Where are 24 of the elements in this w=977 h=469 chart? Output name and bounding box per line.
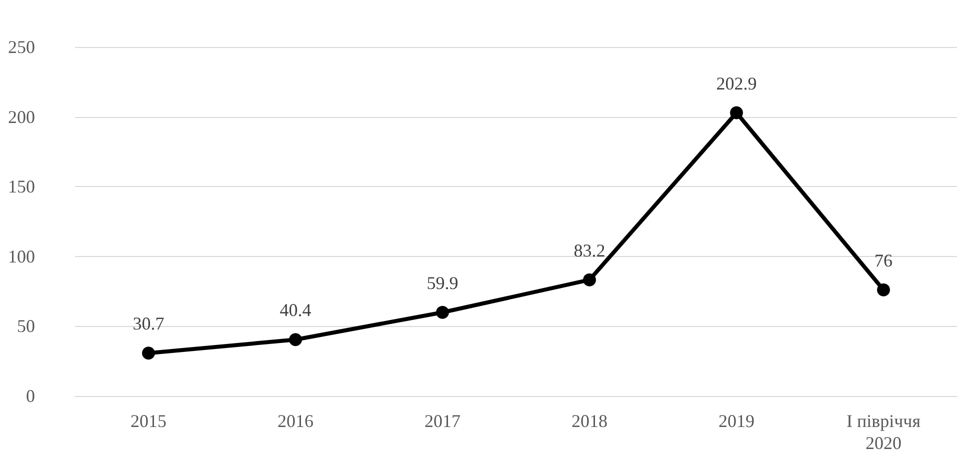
point: [289, 333, 302, 346]
y-tick-label: 50: [17, 316, 35, 336]
y-tick-label: 200: [8, 106, 35, 127]
data-label: 76: [874, 250, 892, 270]
data-label: 83.2: [574, 240, 606, 260]
data-label: 40.4: [280, 300, 312, 320]
y-tick-label: 250: [8, 37, 35, 57]
point: [730, 106, 743, 120]
y-tick-label: 0: [26, 386, 35, 406]
point: [142, 346, 155, 360]
y-tick-label: 150: [8, 176, 35, 197]
point: [583, 273, 596, 286]
x-tick-label: 2017: [424, 411, 460, 431]
point: [877, 283, 890, 296]
x-tick-label: 2018: [572, 411, 608, 431]
x-tick-label: 2019: [718, 411, 754, 431]
y-tick-label: 100: [8, 246, 35, 266]
data-label: 30.7: [132, 314, 164, 334]
data-label: 202.9: [716, 73, 757, 94]
point: [436, 306, 449, 319]
data-label: 59.9: [426, 272, 458, 293]
x-tick-label: 2015: [130, 411, 166, 431]
x-tick-label: 2016: [278, 411, 314, 431]
x-tick-label: І півріччя 2020: [846, 411, 921, 453]
